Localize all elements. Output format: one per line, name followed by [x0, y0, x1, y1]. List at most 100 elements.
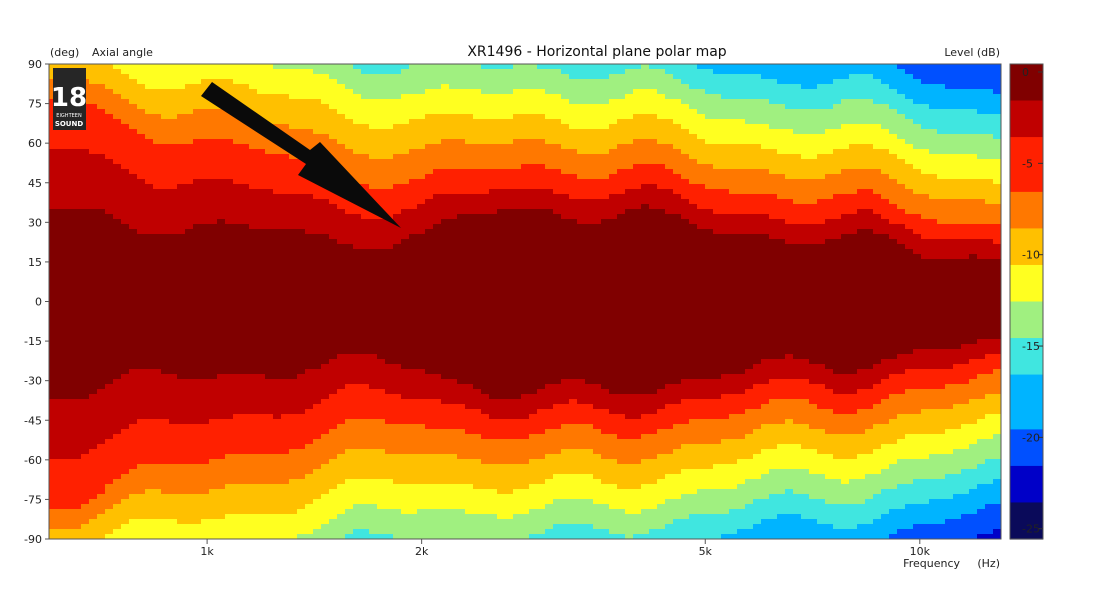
heatmap-cell [73, 499, 82, 505]
heatmap-cell [201, 504, 210, 510]
heatmap-cell [89, 154, 98, 160]
heatmap-cell [329, 529, 338, 535]
heatmap-cell [169, 409, 178, 415]
heatmap-cell [345, 294, 354, 300]
heatmap-cell [89, 324, 98, 330]
heatmap-cell [57, 474, 66, 480]
heatmap-cell [49, 269, 58, 275]
heatmap-cell [177, 284, 186, 290]
heatmap-cell [105, 179, 114, 185]
heatmap-cell [425, 359, 434, 365]
heatmap-cell [321, 229, 330, 235]
heatmap-cell [305, 234, 314, 240]
heatmap-cell [465, 104, 474, 110]
heatmap-cell [369, 494, 378, 500]
heatmap-cell [81, 259, 90, 265]
heatmap-cell [57, 259, 66, 265]
heatmap-cell [145, 369, 154, 375]
heatmap-cell [201, 124, 210, 130]
heatmap-cell [233, 394, 242, 400]
heatmap-cell [233, 179, 242, 185]
heatmap-cell [105, 104, 114, 110]
heatmap-cell [377, 119, 386, 125]
heatmap-cell [361, 109, 370, 115]
heatmap-cell [225, 189, 234, 195]
heatmap-cell [121, 369, 130, 375]
heatmap-cell [65, 199, 74, 205]
heatmap-cell [289, 134, 298, 140]
heatmap-cell [201, 189, 210, 195]
heatmap-cell [121, 229, 130, 235]
heatmap-cell [241, 494, 250, 500]
heatmap-cell [113, 214, 122, 220]
heatmap-cell [425, 179, 434, 185]
heatmap-cell [73, 439, 82, 445]
heatmap-cell [49, 449, 58, 455]
heatmap-cell [289, 314, 298, 320]
heatmap-cell [209, 284, 218, 290]
heatmap-cell [417, 134, 426, 140]
heatmap-cell [385, 514, 394, 520]
heatmap-cell [369, 309, 378, 315]
heatmap-cell [265, 314, 274, 320]
heatmap-cell [105, 479, 114, 485]
heatmap-cell [209, 374, 218, 380]
heatmap-cell [249, 519, 258, 525]
heatmap-cell [449, 299, 458, 305]
heatmap-cell [97, 344, 106, 350]
heatmap-cell [265, 319, 274, 325]
heatmap-cell [425, 259, 434, 265]
heatmap-cell [121, 164, 130, 170]
heatmap-cell [185, 259, 194, 265]
heatmap-cell [65, 479, 74, 485]
heatmap-cell [417, 239, 426, 245]
heatmap-cell [121, 264, 130, 270]
heatmap-cell [129, 339, 138, 345]
heatmap-cell [393, 104, 402, 110]
heatmap-cell [201, 249, 210, 255]
heatmap-cell [345, 229, 354, 235]
heatmap-cell [113, 344, 122, 350]
heatmap-cell [265, 279, 274, 285]
heatmap-cell [313, 74, 322, 80]
heatmap-cell [337, 149, 346, 155]
heatmap-cell [273, 224, 282, 230]
heatmap-cell [113, 269, 122, 275]
heatmap-cell [241, 214, 250, 220]
heatmap-cell [249, 309, 258, 315]
heatmap-cell [393, 449, 402, 455]
heatmap-cell [129, 324, 138, 330]
heatmap-cell [417, 329, 426, 335]
heatmap-cell [73, 179, 82, 185]
heatmap-cell [145, 219, 154, 225]
heatmap-cell [297, 239, 306, 245]
heatmap-cell [209, 109, 218, 115]
heatmap-cell [385, 439, 394, 445]
heatmap-cell [65, 64, 74, 70]
heatmap-cell [121, 319, 130, 325]
heatmap-cell [193, 274, 202, 280]
heatmap-cell [49, 204, 58, 210]
heatmap-cell [105, 204, 114, 210]
heatmap-cell [417, 339, 426, 345]
heatmap-cell [153, 404, 162, 410]
heatmap-cell [401, 449, 410, 455]
heatmap-cell [257, 424, 266, 430]
heatmap-cell [409, 189, 418, 195]
heatmap-cell [361, 224, 370, 230]
heatmap-cell [369, 259, 378, 265]
heatmap-cell [233, 519, 242, 525]
heatmap-cell [265, 454, 274, 460]
heatmap-cell [345, 264, 354, 270]
heatmap-cell [289, 404, 298, 410]
heatmap-cell [353, 434, 362, 440]
heatmap-cell [433, 454, 442, 460]
heatmap-cell [313, 134, 322, 140]
heatmap-cell [145, 174, 154, 180]
heatmap-cell [257, 334, 266, 340]
heatmap-cell [217, 469, 226, 475]
heatmap-cell [89, 359, 98, 365]
heatmap-cell [281, 89, 290, 95]
heatmap-cell [105, 124, 114, 130]
